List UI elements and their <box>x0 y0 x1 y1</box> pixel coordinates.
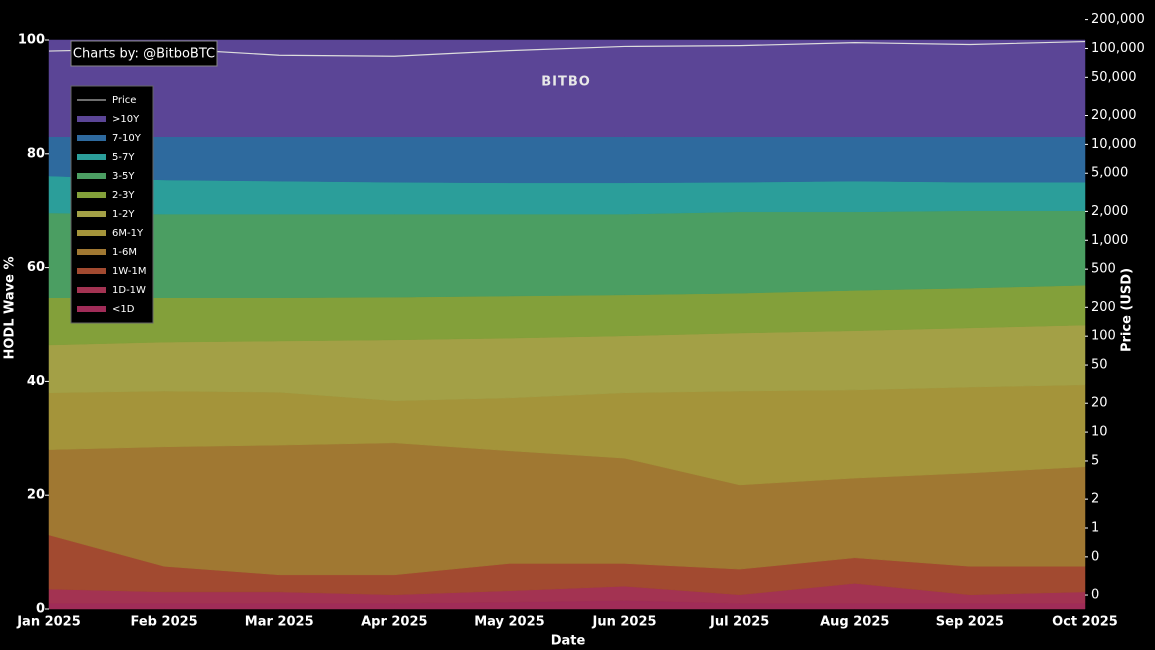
legend-swatch <box>77 287 106 293</box>
legend-swatch <box>77 135 106 141</box>
legend <box>70 85 154 324</box>
plot-area <box>48 39 1086 610</box>
y2-tick-label: 200,000 <box>1091 12 1145 27</box>
y2-tick-label: 0 <box>1091 588 1099 603</box>
legend-label: 7-10Y <box>112 133 142 144</box>
legend-swatch <box>77 268 106 274</box>
x-axis-label: Date <box>551 634 586 649</box>
y-tick-label: 100 <box>18 33 45 48</box>
y-tick-label: 80 <box>27 146 45 161</box>
legend-entries: Price >10Y 7-10Y 5-7Y 3-5Y 2-3Y 1-2Y 6M-1Y 1-6M 1… <box>77 95 146 315</box>
x-tick-label: Jun 2025 <box>592 615 657 630</box>
y2-tick-label: 500 <box>1091 262 1116 277</box>
legend-swatch <box>77 230 106 236</box>
area <box>48 136 1086 184</box>
y2-tick-label: 50,000 <box>1091 70 1137 85</box>
legend-label: 1-6M <box>112 247 137 258</box>
y-axis-label: HODL Wave % <box>3 256 18 359</box>
y2-tick-label: 1,000 <box>1091 233 1128 248</box>
y2-tick-label: 0 <box>1091 549 1099 564</box>
legend-label: 5-7Y <box>112 152 135 163</box>
y2-axis-label: Price (USD) <box>1120 268 1135 352</box>
legend-label: 6M-1Y <box>112 228 144 239</box>
credit: Charts by: @BitboBTC <box>73 47 215 62</box>
y2-tick-label: 100,000 <box>1091 41 1145 56</box>
x-tick-label: May 2025 <box>474 615 545 630</box>
y2-tick-label: 50 <box>1091 358 1108 373</box>
legend-label: 3-5Y <box>112 171 135 182</box>
y2-tick-label: 10,000 <box>1091 137 1137 152</box>
y2-tick-label: 5 <box>1091 453 1099 468</box>
y2-tick-label: 1 <box>1091 520 1099 535</box>
y2-tick-label: 20,000 <box>1091 108 1137 123</box>
y-tick-label: 60 <box>27 260 45 275</box>
legend-label: Price <box>112 95 136 106</box>
x-tick-label: Jan 2025 <box>16 615 81 630</box>
legend-swatch <box>77 116 106 122</box>
y2-tick-label: 2,000 <box>1091 204 1128 219</box>
y2-tick-label: 5,000 <box>1091 166 1128 181</box>
legend-swatch <box>77 173 106 179</box>
x-tick-label: Feb 2025 <box>131 615 198 630</box>
y-tick-label: 20 <box>27 488 45 503</box>
y-tick-label: 0 <box>36 602 45 617</box>
x-tick-label: Mar 2025 <box>245 615 314 630</box>
watermark: BITBO <box>541 75 591 90</box>
y2-tick-label: 10 <box>1091 425 1108 440</box>
price-line <box>48 40 1086 57</box>
credit-box <box>70 40 218 67</box>
legend-label: 1D-1W <box>112 285 146 296</box>
legend-swatch <box>77 192 106 198</box>
y2-tick-label: 100 <box>1091 329 1116 344</box>
legend-label: >10Y <box>112 114 140 125</box>
legend-label: <1D <box>112 304 135 315</box>
x-tick-label: Apr 2025 <box>361 615 428 630</box>
x-tick-label: Aug 2025 <box>820 615 889 630</box>
legend-swatch <box>77 249 106 255</box>
y2-tick-label: 2 <box>1091 492 1099 507</box>
legend-label: 1W-1M <box>112 266 146 277</box>
area <box>48 39 1086 137</box>
legend-swatch <box>77 211 106 217</box>
x-tick-label: Sep 2025 <box>936 615 1004 630</box>
legend-swatch <box>77 154 106 160</box>
area <box>48 210 1086 299</box>
legend-label: 1-2Y <box>112 209 135 220</box>
x-tick-label: Jul 2025 <box>709 615 769 630</box>
y2-tick-label: 20 <box>1091 396 1108 411</box>
legend-swatch <box>77 306 106 312</box>
x-tick-label: Oct 2025 <box>1052 615 1118 630</box>
y2-tick-label: 200 <box>1091 300 1116 315</box>
y-tick-label: 40 <box>27 374 45 389</box>
legend-label: 2-3Y <box>112 190 135 201</box>
